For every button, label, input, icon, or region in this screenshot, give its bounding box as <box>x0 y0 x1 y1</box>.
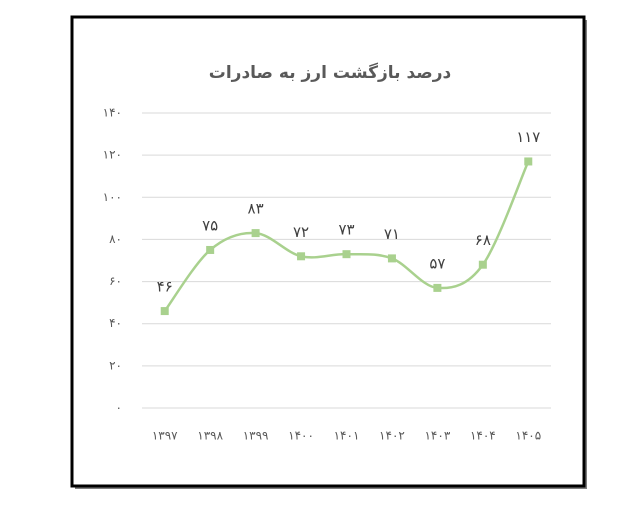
marker <box>342 250 351 259</box>
x-tick-label: ۱۳۹۷ <box>152 429 178 443</box>
marker <box>524 157 533 166</box>
y-tick-label: ۴۰ <box>109 316 122 330</box>
x-tick-label: ۱۴۰۴ <box>470 429 496 443</box>
data-label: ۷۲ <box>293 223 309 241</box>
data-label: ۴۶ <box>157 278 173 296</box>
data-label: ۷۱ <box>384 225 400 243</box>
x-tick-label: ۱۳۹۸ <box>197 429 223 443</box>
y-tick-label: ۲۰ <box>109 358 122 372</box>
data-label: ۷۵ <box>202 216 218 234</box>
x-tick-label: ۱۴۰۲ <box>379 429 405 443</box>
data-label: ۱۱۷ <box>516 128 540 146</box>
x-tick-label: ۱۳۹۹ <box>243 429 269 443</box>
x-tick-label: ۱۴۰۰ <box>288 429 314 443</box>
y-tick-label: ۶۰ <box>109 274 122 288</box>
marker <box>160 307 169 316</box>
x-tick-label: ۱۴۰۵ <box>515 429 541 443</box>
data-label: ۵۷ <box>429 254 445 272</box>
y-tick-label: ۱۰۰ <box>103 190 122 204</box>
chart-title: درصد بازگشت ارز به صادرات <box>209 62 452 83</box>
marker <box>251 229 260 238</box>
x-tick-label: ۱۴۰۳ <box>424 429 450 443</box>
data-label: ۷۳ <box>338 221 354 239</box>
y-tick-label: ۱۲۰ <box>103 148 122 162</box>
marker <box>387 254 396 263</box>
marker <box>206 245 215 254</box>
marker <box>478 260 487 269</box>
marker <box>433 283 442 292</box>
data-label: ۶۸ <box>475 231 491 249</box>
y-tick-label: ۸۰ <box>109 232 122 246</box>
y-tick-label: ۰ <box>116 401 122 415</box>
data-label: ۸۳ <box>248 200 264 218</box>
marker <box>297 252 306 261</box>
frame <box>70 15 586 488</box>
y-tick-label: ۱۴۰ <box>103 106 122 120</box>
x-tick-label: ۱۴۰۱ <box>334 429 360 443</box>
